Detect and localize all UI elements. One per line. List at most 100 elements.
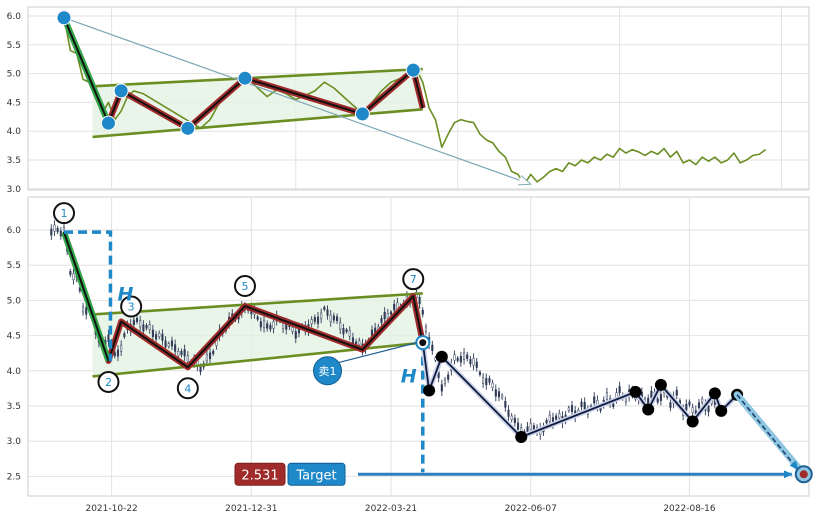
candle-body (142, 324, 145, 332)
candle-body (567, 407, 570, 411)
candle-body (177, 351, 180, 357)
target-button-label[interactable]: Target (295, 468, 336, 483)
top-pattern-point (113, 83, 129, 99)
candle-body (497, 391, 501, 398)
candle-body (380, 318, 383, 323)
candle-body (116, 349, 120, 357)
candle-body (548, 415, 551, 422)
candle-body (463, 352, 466, 360)
bottom-channel-upper-line (92, 292, 423, 316)
candle-body (504, 400, 507, 408)
candle-body (113, 352, 116, 357)
candle-body (434, 357, 437, 361)
candle-body (123, 333, 126, 337)
candle-body (532, 425, 535, 430)
bottom-y-tick-label: 3.0 (7, 437, 22, 447)
height-label-lower: H (401, 366, 417, 388)
candle-body (139, 320, 142, 328)
candle-body (82, 306, 85, 313)
candle-body (516, 422, 520, 430)
bottom-y-tick-label: 4.5 (7, 332, 21, 342)
candle-body (313, 317, 316, 322)
candle-body (348, 330, 351, 337)
candle-body (618, 386, 621, 394)
target-button-box[interactable] (287, 462, 346, 486)
pattern-label-number: 7 (410, 273, 417, 286)
pattern-label-number: 4 (184, 382, 191, 395)
pattern-label-circle (97, 370, 120, 393)
candle-body (145, 325, 148, 329)
bottom-panel: 2.53.03.54.04.55.05.56.0 2021-10-22 2021-… (7, 196, 813, 514)
target-value-text: 2.531 (241, 468, 278, 483)
candle-body (326, 309, 329, 316)
candle-body (85, 307, 88, 315)
candle-body (167, 343, 170, 347)
candle-body (656, 398, 659, 403)
bottom-x-axis: 2021-10-22 2021-12-31 2022-03-21 2022-06-07… (85, 504, 715, 514)
candle-body (605, 392, 608, 400)
top-pattern-point (180, 120, 196, 136)
bottom-x-tick-label: 2022-03-21 (365, 504, 417, 514)
pattern-point-labels: 1 2 3 4 5 7 (53, 202, 425, 400)
target-button[interactable]: Target (287, 462, 346, 486)
pattern-label-circle (233, 275, 256, 298)
candle-body (69, 271, 72, 275)
candle-body (650, 390, 653, 399)
candle-body (158, 332, 161, 337)
candle-body (262, 320, 266, 328)
top-y-tick-label: 6.0 (7, 12, 22, 22)
candle-body (205, 354, 208, 362)
candle-body (329, 314, 332, 323)
candle-body (593, 396, 596, 404)
candle-body (443, 379, 447, 385)
candle-body (186, 355, 189, 363)
candle-body (132, 319, 135, 326)
bottom-y-tick-label: 5.0 (7, 296, 22, 306)
candle-body (580, 401, 583, 407)
projected-point (435, 350, 448, 363)
candle-body (266, 323, 269, 329)
candle-body (485, 378, 488, 386)
top-first-leg-inner (63, 17, 110, 124)
top-y-axis: 3.0 3.5 4.0 4.5 5.0 5.5 6.0 (7, 12, 22, 195)
candle-body (50, 228, 53, 236)
sell-signal-bubble (313, 356, 343, 386)
projected-point (715, 404, 728, 417)
projected-point (654, 378, 667, 391)
bottom-x-tick-label: 2022-06-07 (505, 504, 557, 514)
candle-body (431, 344, 434, 351)
projected-point (686, 415, 699, 428)
candle-body (342, 328, 345, 335)
candle-body (659, 394, 662, 401)
candle-body (170, 340, 173, 347)
top-pattern-point (56, 10, 72, 26)
candle-body (494, 389, 497, 397)
candle-body (466, 354, 469, 359)
candle-body (259, 321, 262, 328)
candle-body (707, 405, 710, 413)
candle-body (332, 315, 335, 321)
bottom-y-tick-label: 6.0 (7, 226, 22, 236)
candle-body (447, 374, 450, 380)
candle-body (555, 415, 558, 420)
candle-body (212, 350, 215, 355)
candle-body (570, 405, 574, 412)
candle-body (151, 329, 154, 337)
candle-body (209, 352, 212, 360)
candle-body (358, 340, 361, 346)
candle-body (316, 316, 320, 324)
height-measure (64, 230, 425, 473)
candle-body (174, 344, 177, 352)
pattern-label-number: 1 (61, 207, 68, 220)
candle-body (478, 371, 481, 375)
candle-body (393, 303, 396, 311)
candle-body (164, 340, 167, 348)
candle-body (669, 402, 672, 408)
candle-body (501, 394, 504, 399)
target-point-inner (799, 470, 808, 479)
candle-body (685, 403, 688, 411)
candle-body (558, 412, 561, 419)
projected-path (415, 335, 808, 478)
top-direction-arrow (63, 17, 531, 184)
candle-body (513, 417, 516, 424)
